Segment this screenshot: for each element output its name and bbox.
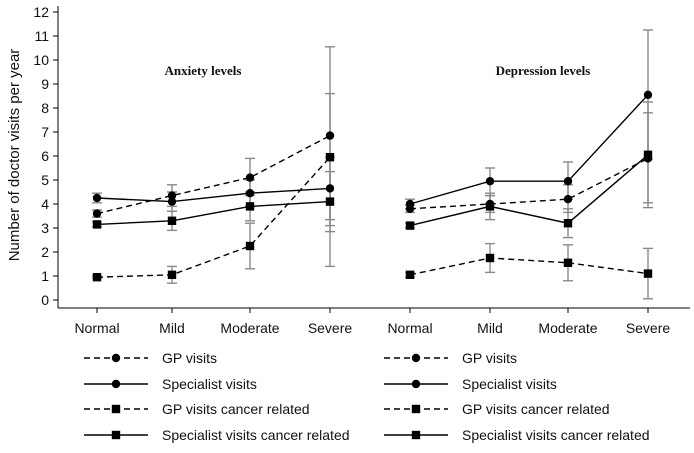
legend-marker: [111, 353, 121, 363]
series-gp-visits-cancer-related: [405, 253, 653, 279]
y-tick-label: 8: [41, 100, 49, 116]
legend-item: Specialist visits: [84, 376, 257, 392]
data-point: [405, 221, 415, 230]
legend-item: GP visits cancer related: [84, 401, 310, 417]
data-point: [485, 253, 495, 263]
legend-marker: [111, 379, 121, 389]
y-tick-label: 5: [41, 172, 49, 188]
legend-label: Specialist visits: [462, 376, 557, 392]
legend-marker: [111, 430, 121, 440]
legend-label: GP visits cancer related: [162, 401, 310, 417]
y-tick-label: 6: [41, 148, 49, 164]
panel-title: Anxiety levels: [165, 63, 242, 78]
series-specialist-visits: [405, 90, 653, 209]
y-tick-label: 3: [41, 220, 49, 236]
y-tick-label: 0: [41, 292, 49, 308]
series-line: [409, 94, 649, 205]
data-point: [245, 173, 255, 182]
panel-1: Normal Mild Moderate Severe Anxiety levels: [74, 46, 353, 336]
data-point: [167, 191, 177, 200]
data-point: [167, 270, 177, 279]
data-point: [245, 202, 255, 211]
y-tick-label: 12: [33, 4, 49, 20]
data-point: [92, 220, 102, 229]
data-point: [643, 90, 653, 100]
x-tick-label: Normal: [74, 320, 119, 336]
data-point: [167, 216, 177, 225]
series-line: [96, 200, 331, 226]
series-specialist-visits-cancer-related: [92, 197, 335, 229]
series-line: [409, 157, 649, 210]
data-point: [485, 202, 495, 211]
legend-item: GP visits cancer related: [384, 401, 610, 417]
data-point: [405, 270, 415, 279]
series-specialist-visits: [92, 184, 335, 206]
x-tick-label: Moderate: [538, 320, 597, 336]
legend-marker: [111, 404, 121, 414]
data-point: [563, 258, 573, 267]
series-line: [96, 187, 331, 203]
legend-item: GP visits: [384, 350, 517, 366]
legend: GP visits Specialist visits GP visits canc…: [84, 350, 650, 443]
panel-2: Normal Mild Moderate Severe Depression level…: [387, 29, 671, 336]
data-point: [92, 193, 102, 203]
y-tick-label: 1: [41, 268, 49, 284]
legend-label: GP visits: [162, 350, 217, 366]
series-line: [409, 257, 649, 276]
x-tick-label: Severe: [626, 320, 671, 336]
legend-label: Specialist visits: [162, 376, 257, 392]
series-gp-visits-cancer-related: [92, 153, 335, 282]
y-tick-label: 11: [34, 28, 49, 44]
legend-label: GP visits: [462, 350, 517, 366]
y-axis-label: Number of doctor visits per year: [6, 49, 23, 262]
data-point: [325, 131, 335, 140]
x-tick-label: Normal: [387, 320, 432, 336]
data-point: [92, 273, 102, 282]
x-tick-label: Severe: [308, 320, 353, 336]
legend-marker: [411, 430, 421, 440]
data-point: [643, 269, 653, 278]
panel-title: Depression levels: [496, 63, 591, 78]
legend-marker: [411, 404, 421, 414]
data-point: [405, 199, 415, 209]
data-point: [563, 195, 573, 204]
data-point: [643, 150, 653, 159]
data-point: [563, 177, 573, 186]
legend-marker: [411, 379, 421, 389]
legend-label: GP visits cancer related: [462, 401, 610, 417]
data-point: [167, 197, 177, 206]
data-point: [485, 177, 495, 186]
legend-label: Specialist visits cancer related: [162, 427, 350, 443]
y-tick-label: 4: [41, 196, 49, 212]
y-tick-label: 9: [41, 76, 49, 92]
data-point: [563, 219, 573, 228]
legend-item: GP visits: [84, 350, 217, 366]
series-line: [96, 134, 331, 215]
legend-marker: [411, 353, 421, 363]
data-point: [325, 184, 335, 193]
data-point: [245, 189, 255, 198]
series-line: [96, 156, 331, 278]
series-specialist-visits-cancer-related: [405, 150, 653, 230]
legend-item: Specialist visits cancer related: [84, 427, 350, 443]
data-point: [245, 241, 255, 251]
x-tick-label: Mild: [477, 320, 503, 336]
data-point: [325, 197, 335, 206]
y-axis-label-group: Number of doctor visits per year: [6, 49, 23, 262]
x-tick-label: Mild: [159, 320, 185, 336]
legend-label: Specialist visits cancer related: [462, 427, 650, 443]
series-line: [409, 154, 649, 227]
legend-item: Specialist visits: [384, 376, 557, 392]
legend-item: Specialist visits cancer related: [384, 427, 650, 443]
y-tick-label: 2: [41, 244, 49, 260]
x-tick-label: Moderate: [220, 320, 279, 336]
y-tick-label: 10: [33, 52, 49, 68]
y-tick-label: 7: [41, 124, 49, 140]
data-point: [325, 153, 335, 162]
data-point: [92, 209, 102, 218]
series-gp-visits: [92, 131, 335, 218]
